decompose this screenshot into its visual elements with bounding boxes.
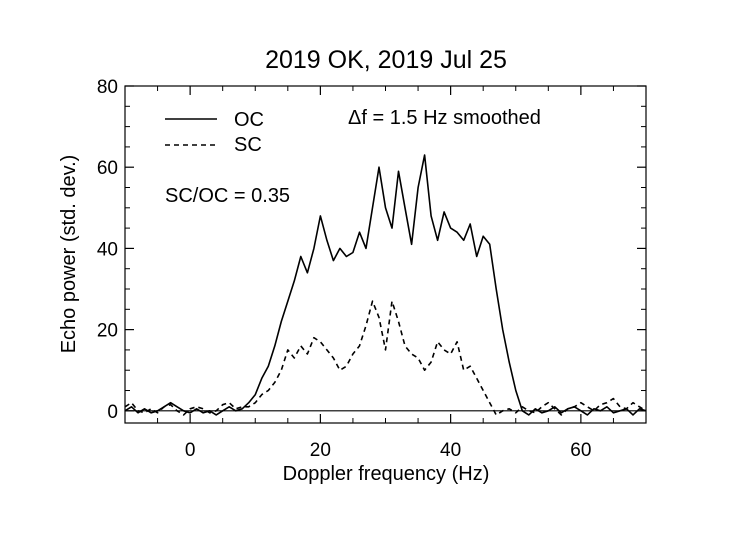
legend-oc-label: OC [234,109,264,131]
x-tick-label: 40 [440,440,461,461]
y-tick-label: 20 [97,321,118,342]
series-sc-line [124,300,647,416]
y-tick-label: 60 [97,158,118,179]
resolution-annotation: Δf = 1.5 Hz smoothed [348,107,541,129]
x-axis-label: Doppler frequency (Hz) [283,463,490,485]
axis-ticks [124,85,647,423]
legend-sc-label: SC [234,134,262,156]
y-tick-label: 0 [107,402,118,423]
chart-title: 2019 OK, 2019 Jul 25 [265,46,507,74]
series-oc-line [124,154,647,416]
series-layer [124,154,647,416]
y-tick-label: 80 [97,77,118,98]
y-axis-label: Echo power (std. dev.) [58,155,80,354]
y-tick-label: 40 [97,239,118,260]
x-tick-label: 0 [185,440,196,461]
ratio-annotation: SC/OC = 0.35 [165,185,290,207]
legend: OC SC [165,109,264,156]
x-tick-label: 20 [310,440,331,461]
plot-frame [124,85,647,424]
axis-tick-labels: 0 20 40 60 0 20 40 60 80 [97,77,592,461]
x-tick-label: 60 [570,440,591,461]
